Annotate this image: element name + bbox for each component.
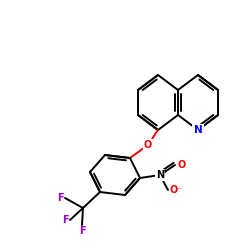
Text: F: F <box>58 193 64 203</box>
Text: +: + <box>161 168 167 174</box>
Text: O: O <box>170 185 178 195</box>
Text: F: F <box>79 226 85 236</box>
Text: N: N <box>156 170 164 180</box>
Text: O: O <box>144 140 152 150</box>
Text: N: N <box>194 125 202 135</box>
Text: O: O <box>178 160 186 170</box>
Text: F: F <box>62 215 69 225</box>
Text: ⁻: ⁻ <box>177 186 181 194</box>
